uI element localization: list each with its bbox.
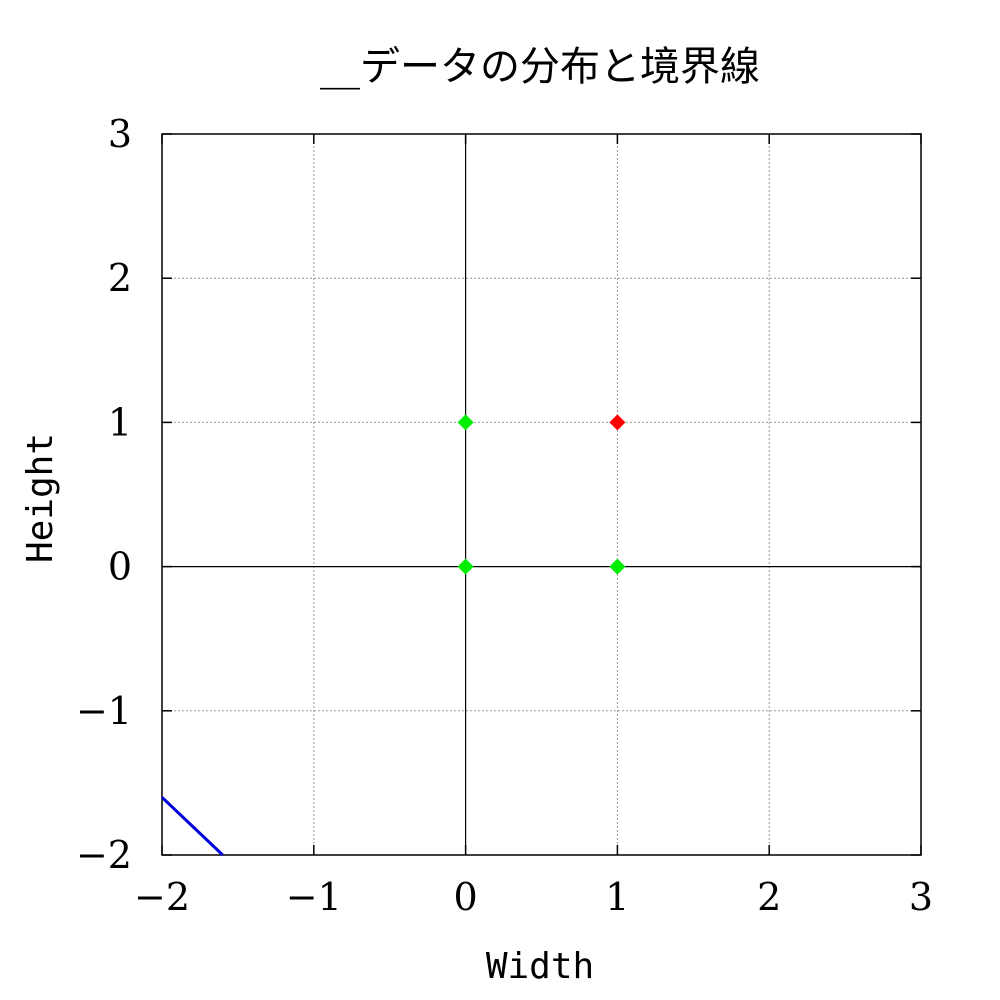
x-tick-labels: −2 −1 0 1 2 3 xyxy=(134,875,933,919)
y-tick-label: 1 xyxy=(108,400,132,444)
grid-lines xyxy=(162,134,921,855)
data-points xyxy=(457,414,626,575)
data-point xyxy=(457,558,474,575)
y-tick-label: 2 xyxy=(108,256,132,300)
plot-frame xyxy=(161,133,922,856)
y-tick-label: 0 xyxy=(108,545,132,589)
zero-axes xyxy=(162,134,921,855)
x-axis-label: Width xyxy=(486,946,594,987)
data-point xyxy=(457,414,474,431)
y-axis-label: Height xyxy=(20,433,61,563)
y-tick-label: −2 xyxy=(76,833,132,877)
data-point xyxy=(609,558,626,575)
x-tick-label: 3 xyxy=(909,875,933,919)
x-tick-label: 1 xyxy=(605,875,629,919)
chart-title: __データの分布と境界線 xyxy=(320,44,760,90)
y-tick-label: 3 xyxy=(108,112,132,156)
boundary-line xyxy=(160,796,224,857)
y-tick-label: −1 xyxy=(76,689,132,733)
tick-marks xyxy=(161,133,922,856)
x-tick-label: 2 xyxy=(757,875,781,919)
boundary-lines xyxy=(160,796,224,857)
data-point xyxy=(609,414,626,431)
x-tick-label: −1 xyxy=(286,875,342,919)
y-tick-labels: −2 −1 0 1 2 3 xyxy=(76,112,132,877)
x-tick-label: 0 xyxy=(454,875,478,919)
x-tick-label: −2 xyxy=(134,875,190,919)
